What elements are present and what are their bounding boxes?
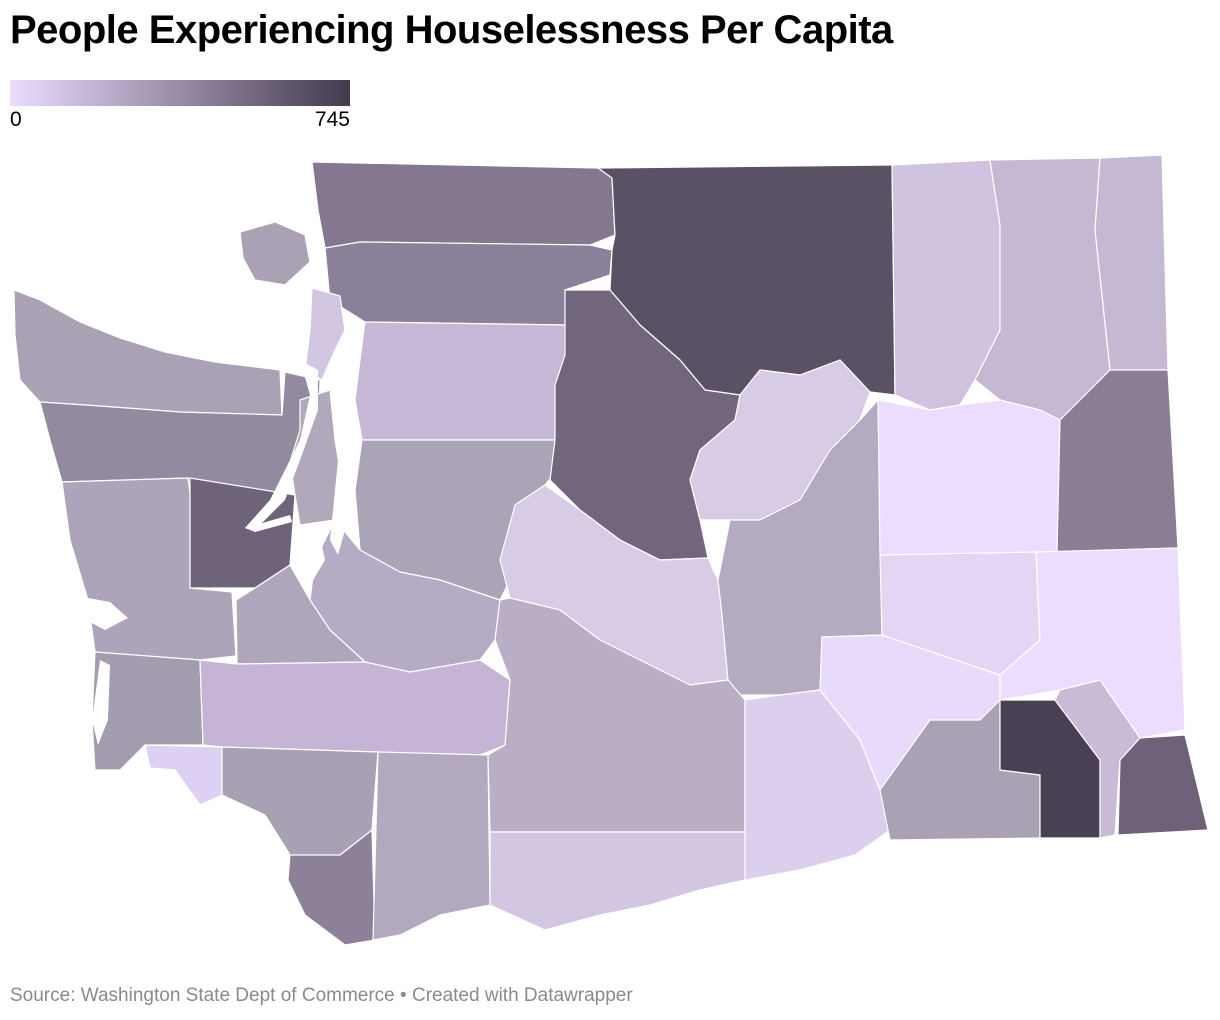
county-skagit[interactable]: [324, 241, 613, 326]
source-footer: Source: Washington State Dept of Commerc…: [10, 985, 633, 1007]
county-pend-oreille[interactable]: [1094, 154, 1169, 371]
county-asotin[interactable]: [1117, 734, 1209, 836]
legend-labels: 0 745: [10, 106, 350, 131]
county-thurston[interactable]: [235, 564, 366, 665]
color-legend: 0 745: [10, 80, 350, 131]
county-wahkiakum[interactable]: [144, 744, 223, 806]
county-clark[interactable]: [287, 829, 376, 946]
county-snohomish[interactable]: [354, 321, 586, 441]
footer-separator: •: [394, 985, 412, 1006]
county-island[interactable]: [304, 287, 346, 381]
county-san-juan[interactable]: [239, 221, 311, 286]
county-skamania[interactable]: [372, 751, 491, 941]
legend-max-label: 745: [314, 108, 350, 131]
county-kitsap[interactable]: [289, 389, 341, 526]
legend-gradient-bar: [10, 80, 350, 106]
county-lewis[interactable]: [199, 659, 511, 756]
county-klickitat[interactable]: [489, 831, 746, 931]
county-clallam[interactable]: [13, 289, 283, 416]
water-bodies: [88, 360, 350, 745]
legend-min-label: 0: [10, 108, 22, 131]
map-title: People Experiencing Houselessness Per Ca…: [10, 8, 893, 52]
credit-link[interactable]: Created with Datawrapper: [411, 985, 633, 1006]
source-text: Source: Washington State Dept of Commerc…: [10, 985, 395, 1006]
county-lincoln[interactable]: [877, 399, 1061, 556]
county-whatcom[interactable]: [311, 161, 616, 249]
